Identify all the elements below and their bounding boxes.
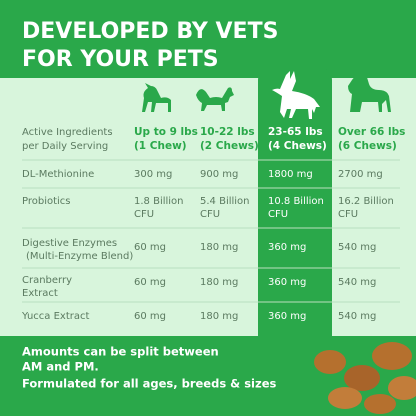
- column-header: Up to 9 lbs: [134, 126, 198, 138]
- column-header: (6 Chews): [338, 140, 397, 152]
- footer-text: Formulated for all ages, breeds & sizes: [22, 377, 276, 391]
- row-label: Yucca Extract: [21, 311, 89, 322]
- cell-value: 360 mg: [268, 277, 306, 288]
- cell-value: CFU: [268, 209, 288, 220]
- cell-value: 5.4 Billion: [200, 196, 250, 207]
- cell-value: 1800 mg: [268, 169, 313, 180]
- row-note: (Multi-Enzyme Blend): [26, 251, 133, 262]
- cell-value: 360 mg: [268, 311, 306, 322]
- footer-text: AM and PM.: [22, 360, 99, 374]
- corner-label: Active Ingredients: [22, 127, 113, 138]
- footer-text: Amounts can be split between: [22, 345, 219, 359]
- dog-icons: [142, 74, 391, 112]
- column-header: 10-22 lbs: [200, 126, 255, 138]
- cell-value: 540 mg: [338, 311, 376, 322]
- cell-value: CFU: [338, 209, 358, 220]
- chews: [314, 342, 416, 414]
- cell-value: 540 mg: [338, 242, 376, 253]
- corner-label: per Daily Serving: [22, 141, 108, 152]
- cell-value: 2700 mg: [338, 169, 383, 180]
- row-label: Digestive Enzymes: [22, 238, 117, 249]
- cell-value: 180 mg: [200, 311, 238, 322]
- cell-value: 540 mg: [338, 277, 376, 288]
- cell-value: 10.8 Billion: [268, 196, 324, 207]
- title: FOR YOUR PETS: [22, 47, 219, 72]
- cell-value: 900 mg: [200, 169, 238, 180]
- cell-value: 60 mg: [134, 242, 166, 253]
- cell-value: 1.8 Billion: [134, 196, 184, 207]
- cell-value: 180 mg: [200, 277, 238, 288]
- column-header: 23-65 lbs: [268, 126, 323, 138]
- row-label: Extract: [22, 288, 58, 299]
- column-header: (2 Chews): [200, 140, 259, 152]
- column-header: (4 Chews): [268, 140, 327, 152]
- row-label: Probiotics: [22, 196, 71, 207]
- cell-value: 180 mg: [200, 242, 238, 253]
- cell-value: 60 mg: [134, 311, 166, 322]
- cell-value: CFU: [200, 209, 220, 220]
- title: DEVELOPED BY VETS: [22, 19, 278, 44]
- dog-icon-highlight: [272, 71, 320, 119]
- highlight-column: [258, 68, 332, 336]
- row-label: DL-Methionine: [22, 169, 94, 180]
- cell-value: 16.2 Billion: [338, 196, 394, 207]
- row-label: Cranberry: [22, 275, 72, 286]
- column-header: Over 66 lbs: [338, 126, 405, 138]
- column-header: (1 Chew): [134, 140, 187, 152]
- table-panel: [0, 78, 416, 336]
- cell-value: 360 mg: [268, 242, 306, 253]
- cell-value: CFU: [134, 209, 154, 220]
- cell-value: 300 mg: [134, 169, 172, 180]
- cell-value: 60 mg: [134, 277, 166, 288]
